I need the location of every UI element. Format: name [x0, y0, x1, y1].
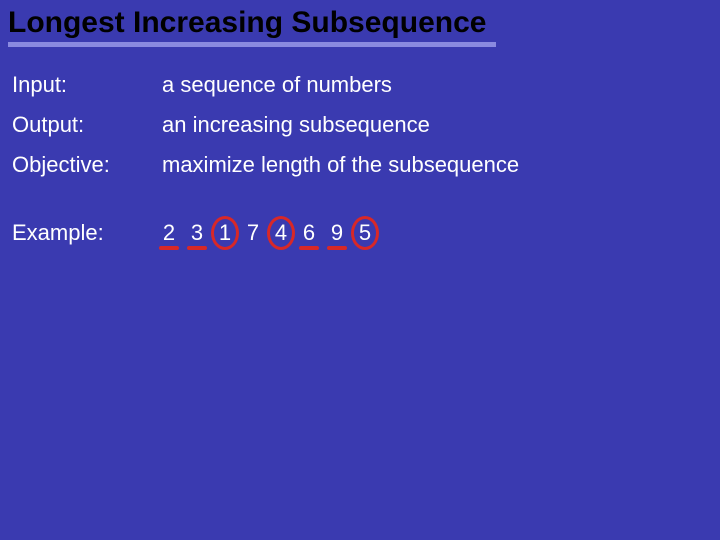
slide-title: Longest Increasing Subsequence — [8, 6, 496, 47]
row-output-value: an increasing subsequence — [162, 112, 708, 138]
row-output-label: Output: — [12, 112, 162, 138]
row-input: Input: a sequence of numbers — [12, 72, 708, 98]
row-example-value: 2 3 1 7 4 6 9 5 — [162, 220, 708, 246]
seq-num: 3 — [190, 220, 204, 246]
seq-num: 1 — [218, 220, 232, 246]
row-objective-label: Objective: — [12, 152, 162, 178]
row-input-label: Input: — [12, 72, 162, 98]
example-sequence: 2 3 1 7 4 6 9 5 — [162, 220, 708, 246]
content-rows: Input: a sequence of numbers Output: an … — [12, 72, 708, 260]
row-output: Output: an increasing subsequence — [12, 112, 708, 138]
seq-num: 7 — [246, 220, 260, 246]
row-input-value: a sequence of numbers — [162, 72, 708, 98]
row-objective-value: maximize length of the subsequence — [162, 152, 708, 178]
seq-num: 9 — [330, 220, 344, 246]
seq-num: 4 — [274, 220, 288, 246]
seq-num: 2 — [162, 220, 176, 246]
row-example: Example: 2 3 1 7 4 6 9 5 — [12, 220, 708, 246]
row-example-label: Example: — [12, 220, 162, 246]
seq-num: 5 — [358, 220, 372, 246]
seq-num: 6 — [302, 220, 316, 246]
row-objective: Objective: maximize length of the subseq… — [12, 152, 708, 178]
